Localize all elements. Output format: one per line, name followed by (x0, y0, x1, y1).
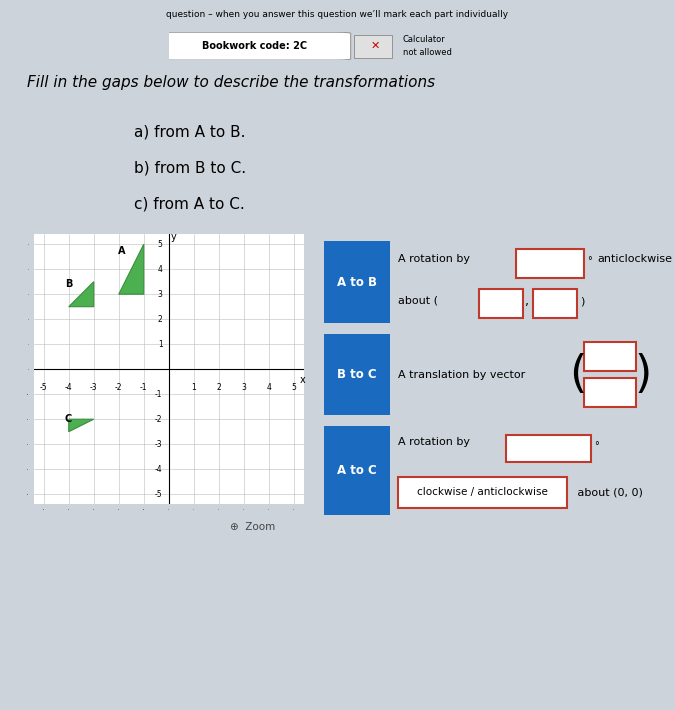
Text: question – when you answer this question we’ll mark each part individually: question – when you answer this question… (167, 10, 508, 19)
Text: c) from A to C.: c) from A to C. (134, 197, 245, 212)
Text: A to C: A to C (337, 464, 377, 477)
Polygon shape (119, 244, 144, 294)
Text: -1: -1 (155, 390, 163, 399)
Polygon shape (69, 282, 94, 307)
Text: a) from A to B.: a) from A to B. (134, 124, 246, 139)
Polygon shape (69, 419, 94, 432)
FancyBboxPatch shape (354, 35, 391, 58)
Text: A: A (117, 246, 125, 256)
Text: 2: 2 (158, 315, 163, 324)
Text: 3: 3 (242, 383, 246, 392)
Text: anticlockwise: anticlockwise (597, 254, 672, 264)
FancyBboxPatch shape (506, 435, 591, 462)
Text: not allowed: not allowed (402, 48, 452, 57)
Text: ,: , (524, 295, 529, 308)
FancyBboxPatch shape (324, 334, 390, 415)
Text: 1: 1 (158, 339, 163, 349)
FancyBboxPatch shape (324, 241, 390, 323)
FancyBboxPatch shape (584, 342, 636, 371)
Text: °: ° (594, 442, 599, 452)
Text: 3: 3 (158, 290, 163, 299)
Text: C: C (65, 414, 72, 424)
FancyBboxPatch shape (584, 378, 636, 407)
Text: 2: 2 (217, 383, 221, 392)
Text: ): ) (634, 353, 651, 396)
Text: ✕: ✕ (370, 40, 379, 50)
Text: 5: 5 (158, 240, 163, 248)
Text: Fill in the gaps below to describe the transformations: Fill in the gaps below to describe the t… (26, 75, 435, 90)
Text: (: ( (569, 353, 587, 396)
Text: clockwise / anticlockwise: clockwise / anticlockwise (417, 487, 548, 497)
FancyBboxPatch shape (516, 248, 584, 278)
Text: A to B: A to B (337, 275, 377, 289)
Text: -4: -4 (65, 383, 73, 392)
Text: -2: -2 (115, 383, 122, 392)
Text: Calculator: Calculator (402, 36, 446, 45)
Text: x: x (300, 376, 305, 386)
FancyBboxPatch shape (398, 476, 567, 508)
Text: -3: -3 (155, 439, 163, 449)
Text: 1: 1 (192, 383, 196, 392)
Text: B: B (65, 279, 72, 289)
Text: B to C: B to C (337, 368, 377, 381)
Text: °: ° (587, 256, 592, 266)
Text: -1: -1 (140, 383, 148, 392)
FancyBboxPatch shape (158, 32, 351, 60)
Text: Bookwork code: 2C: Bookwork code: 2C (202, 40, 306, 50)
Text: ⊕  Zoom: ⊕ Zoom (230, 522, 276, 532)
Text: -3: -3 (90, 383, 98, 392)
Text: -2: -2 (155, 415, 163, 424)
FancyBboxPatch shape (479, 289, 523, 318)
Text: -5: -5 (40, 383, 47, 392)
Text: -5: -5 (155, 490, 163, 498)
Text: A translation by vector: A translation by vector (398, 369, 526, 380)
Text: ): ) (580, 297, 585, 307)
Text: A rotation by: A rotation by (398, 437, 470, 447)
Text: b) from B to C.: b) from B to C. (134, 160, 246, 175)
FancyBboxPatch shape (533, 289, 577, 318)
Text: 4: 4 (158, 265, 163, 273)
Text: 5: 5 (292, 383, 296, 392)
Text: y: y (170, 231, 176, 241)
Text: -4: -4 (155, 465, 163, 474)
Text: 4: 4 (267, 383, 271, 392)
Text: about (0, 0): about (0, 0) (574, 487, 643, 497)
Text: A rotation by: A rotation by (398, 254, 470, 264)
Text: about (: about ( (398, 295, 438, 305)
FancyBboxPatch shape (324, 426, 390, 515)
